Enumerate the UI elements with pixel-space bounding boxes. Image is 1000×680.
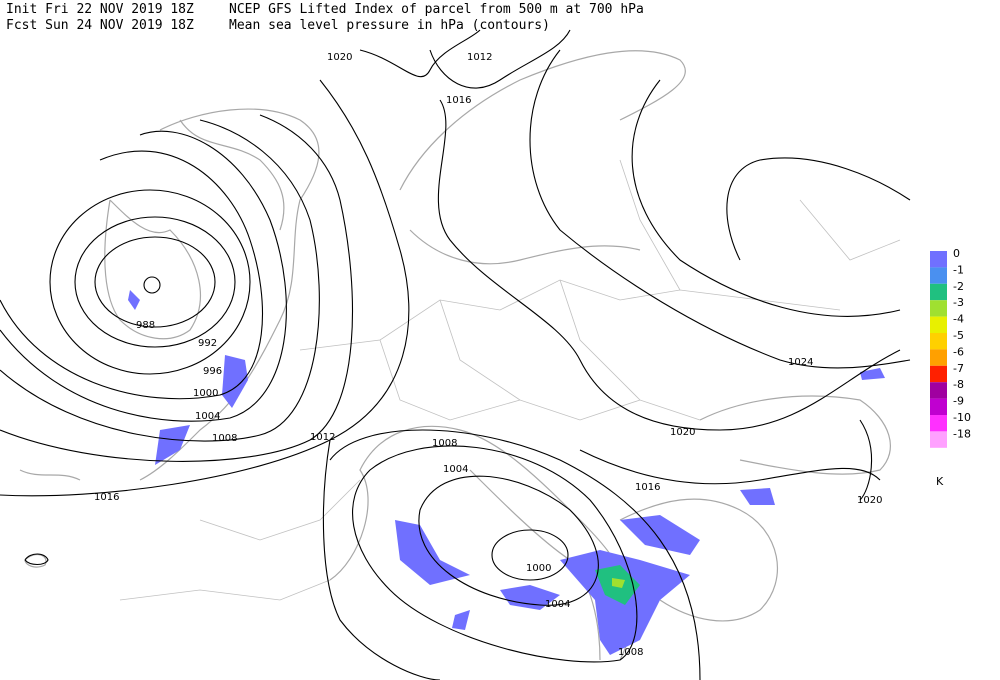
legend-swatch — [930, 398, 947, 415]
legend-label: -8 — [953, 378, 964, 391]
legend-swatch — [930, 365, 947, 383]
legend-swatch — [930, 316, 947, 333]
legend-unit: K — [936, 475, 944, 488]
contour-label: 1008 — [432, 438, 457, 449]
contour-label: 1020 — [670, 427, 695, 438]
legend-label: -18 — [953, 427, 971, 440]
contour-labels: 1020 1012 1016 988 992 996 1000 1004 100… — [94, 52, 882, 658]
legend-swatch — [930, 251, 947, 268]
legend-label: -5 — [953, 329, 964, 342]
contour-label: 1016 — [446, 95, 471, 106]
lifted-index-areas — [128, 290, 885, 655]
init-line: Init Fri 22 NOV 2019 18Z — [6, 2, 194, 17]
isobars — [0, 29, 911, 680]
borders — [119, 159, 901, 601]
coastlines — [19, 50, 891, 661]
title-line: NCEP GFS Lifted Index of parcel from 500… — [229, 2, 644, 17]
contour-label: 1004 — [545, 599, 570, 610]
contour-label: 1016 — [635, 482, 660, 493]
legend-swatch — [930, 431, 947, 448]
legend-label: -10 — [953, 411, 971, 424]
legend-label: -2 — [953, 280, 964, 293]
legend-label: -4 — [953, 313, 964, 326]
contour-label: 1020 — [857, 495, 882, 506]
legend-label: -7 — [953, 362, 964, 375]
legend: 0 -1 -2 -3 -4 -5 -6 -7 -8 -9 -10 -18 — [930, 247, 971, 448]
legend-label: -3 — [953, 296, 964, 309]
legend-swatch — [930, 382, 947, 399]
contour-label: 1004 — [443, 464, 468, 475]
contour-label: 1020 — [327, 52, 352, 63]
contour-label: 988 — [136, 320, 155, 331]
legend-swatch — [930, 333, 947, 350]
contour-label: 1008 — [618, 647, 643, 658]
contour-label: 1000 — [193, 388, 218, 399]
forecast-line: Fcst Sun 24 NOV 2019 18Z — [6, 18, 194, 33]
contour-label: 1012 — [467, 52, 492, 63]
legend-swatch — [930, 415, 947, 432]
contour-label: 1012 — [310, 432, 335, 443]
contour-label: 1008 — [212, 433, 237, 444]
legend-swatch — [930, 300, 947, 317]
legend-label: -9 — [953, 395, 964, 408]
legend-swatch — [930, 349, 947, 366]
legend-label: -1 — [953, 263, 964, 276]
contour-label: 1004 — [195, 411, 220, 422]
subtitle-line: Mean sea level pressure in hPa (contours… — [229, 18, 550, 33]
contour-label: 1024 — [788, 357, 813, 368]
legend-label: -6 — [953, 345, 964, 358]
contour-label: 1000 — [526, 563, 551, 574]
contour-label: 996 — [203, 366, 222, 377]
legend-swatch — [930, 267, 947, 284]
legend-swatch — [930, 283, 947, 301]
contour-label: 1016 — [94, 492, 119, 503]
contour-label: 992 — [198, 338, 217, 349]
legend-label: 0 — [953, 247, 960, 260]
